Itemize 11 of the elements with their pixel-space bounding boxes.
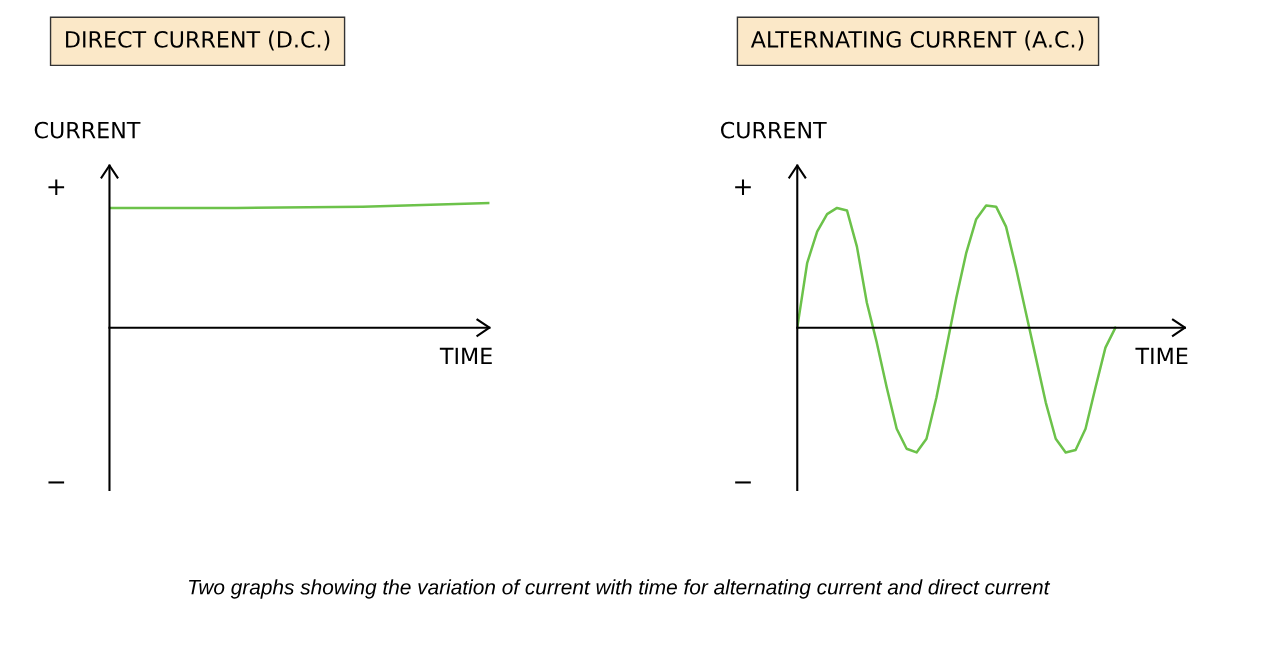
text: Two graphs showing the variation of current with time for alternating current and direct current: [188, 579, 1051, 599]
text: −: [735, 481, 751, 484]
chart-title: DIRECT CURRENT (D.C.): [66, 30, 330, 51]
y-axis-title: CURRENT: [720, 121, 827, 139]
text: +: [735, 179, 751, 196]
text: −: [48, 481, 65, 484]
chart-title: ALTERNATING CURRENT (A.C.): [750, 30, 1084, 51]
y-axis-title: CURRENT: [34, 121, 141, 139]
x-axis-title: TIME: [1135, 347, 1188, 365]
x-axis-title: TIME: [439, 347, 492, 365]
text: +: [48, 179, 65, 196]
